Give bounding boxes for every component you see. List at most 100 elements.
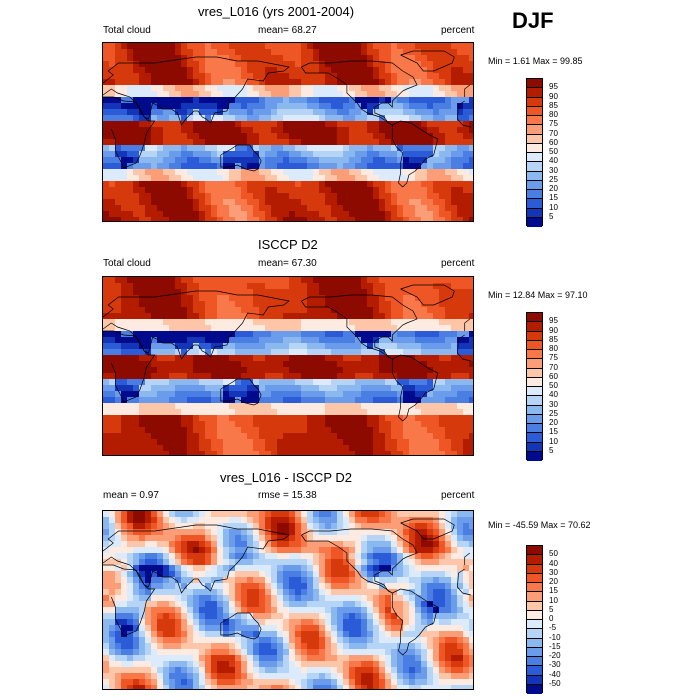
colorbar-tick-label: 5 bbox=[549, 604, 554, 614]
coastline bbox=[391, 354, 439, 422]
colorbar-swatch bbox=[527, 171, 542, 181]
coastline bbox=[457, 104, 471, 128]
coastline bbox=[400, 50, 455, 72]
colorbar-swatch bbox=[527, 153, 542, 163]
panel-3-colorbar bbox=[526, 545, 543, 694]
colorbar-tick-label: -5 bbox=[549, 623, 557, 633]
colorbar-tick-label: 60 bbox=[549, 371, 558, 381]
colorbar-swatch bbox=[527, 217, 542, 227]
colorbar-tick-label: -20 bbox=[549, 651, 561, 660]
colorbar-tick-label: 40 bbox=[549, 558, 558, 568]
coastline bbox=[103, 330, 156, 403]
colorbar-tick-label: 80 bbox=[549, 110, 558, 119]
colorbar-swatch bbox=[527, 331, 542, 341]
colorbar-tick-label: 30 bbox=[549, 165, 558, 175]
colorbar-swatch bbox=[527, 377, 542, 387]
colorbar-tick-label: -15 bbox=[549, 641, 561, 651]
colorbar-swatch bbox=[527, 396, 542, 406]
colorbar-swatch bbox=[527, 442, 542, 452]
colorbar-swatch bbox=[527, 666, 542, 676]
colorbar-swatch bbox=[527, 134, 542, 144]
coastline bbox=[220, 378, 262, 406]
coastline bbox=[464, 552, 471, 565]
colorbar-swatch bbox=[527, 592, 542, 602]
coastline bbox=[220, 144, 262, 172]
colorbar-swatch bbox=[527, 322, 542, 332]
coastline bbox=[458, 100, 465, 106]
colorbar-tick-label: -30 bbox=[549, 660, 561, 670]
season-label: DJF bbox=[512, 8, 554, 33]
colorbar-swatch bbox=[527, 424, 542, 434]
coastline bbox=[457, 338, 471, 362]
coastline bbox=[457, 572, 471, 596]
panel-3-mean: mean = 0.97 bbox=[103, 490, 159, 501]
colorbar-swatch bbox=[527, 340, 542, 350]
colorbar-swatch bbox=[527, 564, 542, 574]
colorbar-swatch bbox=[527, 180, 542, 190]
colorbar-swatch bbox=[527, 313, 542, 323]
panel-1-map bbox=[102, 42, 474, 222]
panel-2-title: ISCCP D2 bbox=[258, 237, 318, 252]
colorbar-tick-label: 50 bbox=[549, 147, 558, 156]
panel-2-colorbar bbox=[526, 312, 543, 461]
coastline bbox=[301, 294, 418, 360]
coastline bbox=[400, 284, 455, 306]
panel-1-mean: mean= 68.27 bbox=[258, 25, 317, 36]
coastline bbox=[220, 612, 262, 640]
colorbar-tick-label: 30 bbox=[549, 399, 558, 409]
colorbar-swatch bbox=[527, 601, 542, 611]
colorbar-swatch bbox=[527, 208, 542, 218]
colorbar-tick-label: 40 bbox=[549, 390, 558, 400]
colorbar-tick-label: 20 bbox=[549, 577, 558, 586]
colorbar-tick-label: 50 bbox=[549, 381, 558, 390]
colorbar-swatch bbox=[527, 88, 542, 98]
colorbar-tick-label: 10 bbox=[549, 202, 558, 212]
colorbar-tick-label: 90 bbox=[549, 91, 558, 101]
colorbar-swatch bbox=[527, 359, 542, 369]
colorbar-tick-label: -10 bbox=[549, 632, 561, 642]
panel-2-mean: mean= 67.30 bbox=[258, 258, 317, 269]
colorbar-tick-label: 90 bbox=[549, 325, 558, 335]
colorbar-tick-label: 85 bbox=[549, 334, 558, 344]
colorbar-tick-label: 70 bbox=[549, 362, 558, 372]
colorbar-tick-label: 5 bbox=[549, 211, 554, 221]
panel-3-title: vres_L016 - ISCCP D2 bbox=[220, 470, 352, 485]
colorbar-swatch bbox=[527, 620, 542, 630]
colorbar-tick-label: 85 bbox=[549, 100, 558, 110]
colorbar-swatch bbox=[527, 387, 542, 397]
colorbar-swatch bbox=[527, 451, 542, 461]
colorbar-tick-label: 70 bbox=[549, 128, 558, 138]
colorbar-swatch bbox=[527, 162, 542, 172]
colorbar-swatch bbox=[527, 638, 542, 648]
coastline bbox=[458, 334, 465, 340]
colorbar-tick-label: 10 bbox=[549, 436, 558, 446]
colorbar-swatch bbox=[527, 657, 542, 667]
colorbar-swatch bbox=[527, 106, 542, 116]
coastline bbox=[458, 568, 465, 574]
panel-1-title: vres_L016 (yrs 2001-2004) bbox=[198, 4, 355, 19]
colorbar-swatch bbox=[527, 546, 542, 556]
panel-2-units: percent bbox=[441, 258, 475, 269]
coastline bbox=[301, 528, 418, 594]
colorbar-swatch bbox=[527, 675, 542, 685]
colorbar-swatch bbox=[527, 199, 542, 209]
colorbar-tick-label: 25 bbox=[549, 408, 558, 418]
coastline bbox=[301, 60, 418, 126]
colorbar-swatch bbox=[527, 405, 542, 415]
colorbar-tick-label: 80 bbox=[549, 344, 558, 353]
panel-1-units: percent bbox=[441, 25, 475, 36]
colorbar-tick-label: 75 bbox=[549, 353, 558, 363]
colorbar-swatch bbox=[527, 684, 542, 694]
colorbar-swatch bbox=[527, 368, 542, 378]
colorbar-tick-label: 75 bbox=[549, 119, 558, 129]
colorbar-tick-label: 15 bbox=[549, 193, 558, 203]
colorbar-tick-label: 5 bbox=[549, 445, 554, 455]
panel-2-min-max: Min = 12.84 Max = 97.10 bbox=[488, 290, 588, 300]
colorbar-tick-label: 30 bbox=[549, 567, 558, 577]
colorbar-tick-label: -40 bbox=[549, 669, 561, 679]
coastline bbox=[464, 318, 471, 331]
colorbar-tick-label: 50 bbox=[549, 549, 558, 559]
colorbar-tick-label: 15 bbox=[549, 586, 558, 596]
colorbar-tick-label: 25 bbox=[549, 174, 558, 184]
colorbar-swatch bbox=[527, 143, 542, 153]
